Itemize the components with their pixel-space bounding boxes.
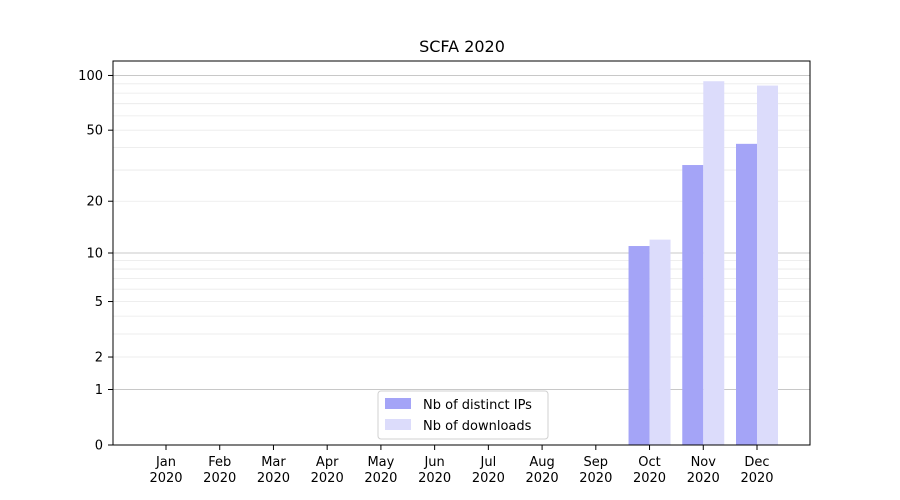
bar [682,165,704,445]
chart-title: SCFA 2020 [419,37,505,56]
bar [628,246,650,445]
legend-box [377,390,549,440]
legend-label: Nb of downloads [423,419,532,434]
ticks-layer: Jan2020Feb2020Mar2020Apr2020May2020Jun20… [78,69,773,486]
x-tick-label: 2020 [364,471,397,486]
y-tick-label: 100 [78,69,103,84]
bar [649,239,671,445]
legend: Nb of distinct IPs Nb of downloads [377,390,549,440]
x-tick-label: May [367,455,394,470]
y-tick-label: 10 [86,247,103,262]
x-tick-label: 2020 [579,471,612,486]
bar [757,85,778,445]
y-tick-label: 1 [95,383,103,398]
bar [736,143,757,445]
x-tick-label: Jun [423,455,444,470]
legend-label: Nb of distinct IPs [423,398,532,413]
x-tick-label: Oct [638,455,660,470]
x-tick-label: 2020 [472,471,505,486]
x-tick-label: 2020 [149,471,182,486]
bar [703,81,725,445]
x-tick-label: Sep [584,455,609,470]
x-tick-label: 2020 [740,471,773,486]
x-tick-label: Dec [744,455,769,470]
legend-swatch [385,398,411,409]
x-tick-label: 2020 [687,471,720,486]
y-tick-label: 2 [95,351,103,366]
y-tick-label: 50 [86,124,103,139]
x-tick-label: 2020 [633,471,666,486]
x-tick-label: Apr [316,455,339,470]
legend-swatch [385,419,411,430]
x-tick-label: Jul [480,455,497,470]
x-tick-label: 2020 [526,471,559,486]
x-tick-label: Mar [261,455,286,470]
grid-layer [113,74,810,390]
x-tick-label: 2020 [311,471,344,486]
y-tick-label: 5 [95,295,103,310]
x-tick-label: 2020 [418,471,451,486]
y-tick-label: 0 [95,439,103,454]
x-tick-label: 2020 [257,471,290,486]
bars-layer [628,81,778,445]
x-tick-label: Nov [691,455,717,470]
x-tick-label: Jan [155,455,176,470]
x-tick-label: Feb [208,455,231,470]
x-tick-label: Aug [529,455,554,470]
x-tick-label: 2020 [203,471,236,486]
y-tick-label: 20 [86,195,103,210]
